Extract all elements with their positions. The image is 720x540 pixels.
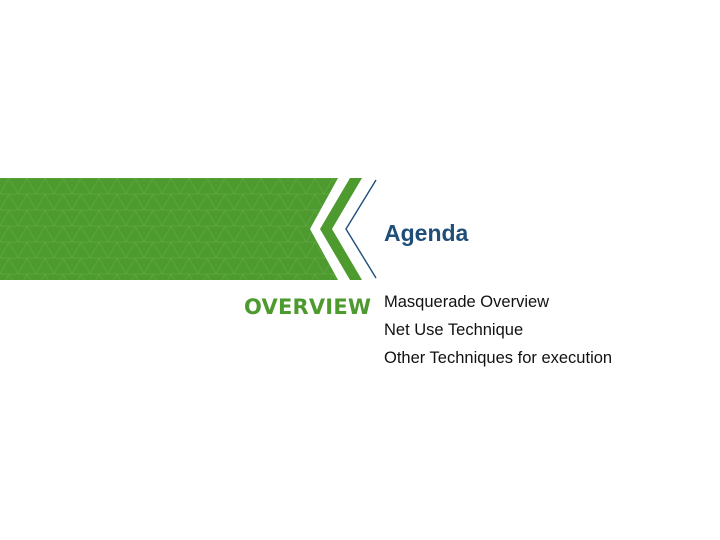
agenda-item: Other Techniques for execution: [384, 349, 613, 367]
agenda-item: Masquerade Overview: [384, 293, 550, 311]
banner-chevron-outline: [345, 179, 377, 279]
slide-title: Agenda: [384, 220, 469, 246]
banner-chevron-stripe: [320, 178, 362, 280]
agenda-item: Net Use Technique: [384, 321, 524, 339]
banner-pattern: [0, 178, 338, 280]
section-label: OVERVIEW: [244, 295, 372, 319]
agenda-list: Masquerade Overview Net Use Technique Ot…: [384, 288, 612, 372]
green-banner-graphic: [0, 178, 377, 280]
